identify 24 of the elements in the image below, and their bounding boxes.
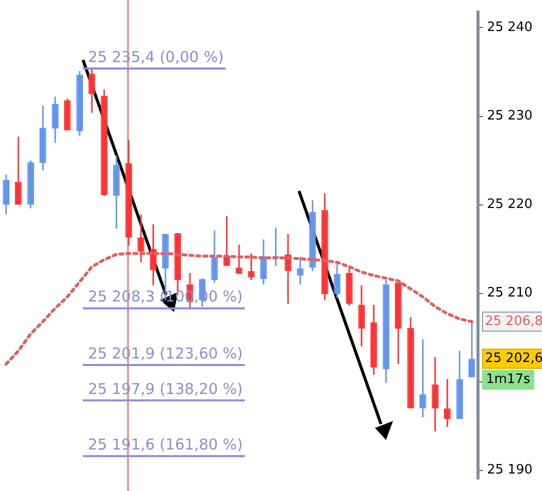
candlestick [468,320,476,378]
candlestick [334,263,340,298]
y-tick-label: 25 240 [487,20,532,36]
text: 25 206,8 [485,314,542,330]
candlestick [444,378,451,428]
candlestick [2,174,10,216]
candlestick [296,256,304,286]
y-tick-label: 25 230 [487,108,532,124]
candlestick [419,338,426,418]
candlestick [88,68,96,114]
text: 1m17s [486,372,530,388]
candlestick [15,136,22,206]
candlestick [358,284,365,348]
y-tick-label: 25 190 [487,462,532,478]
candlestick [52,96,59,144]
candlestick [138,214,144,264]
candlestick [236,244,242,275]
candlestick [260,238,267,286]
candlestick [211,230,218,284]
candlestick [248,252,255,281]
y-tick-label: 25 210 [487,286,532,301]
candlestick [432,356,438,432]
y-tick-label: 25 220 [487,197,532,212]
text: 25 202,6 [485,351,542,366]
